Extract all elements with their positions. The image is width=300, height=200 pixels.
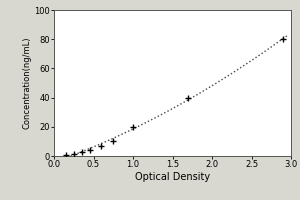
- Y-axis label: Concentration(ng/mL): Concentration(ng/mL): [22, 37, 31, 129]
- X-axis label: Optical Density: Optical Density: [135, 172, 210, 182]
